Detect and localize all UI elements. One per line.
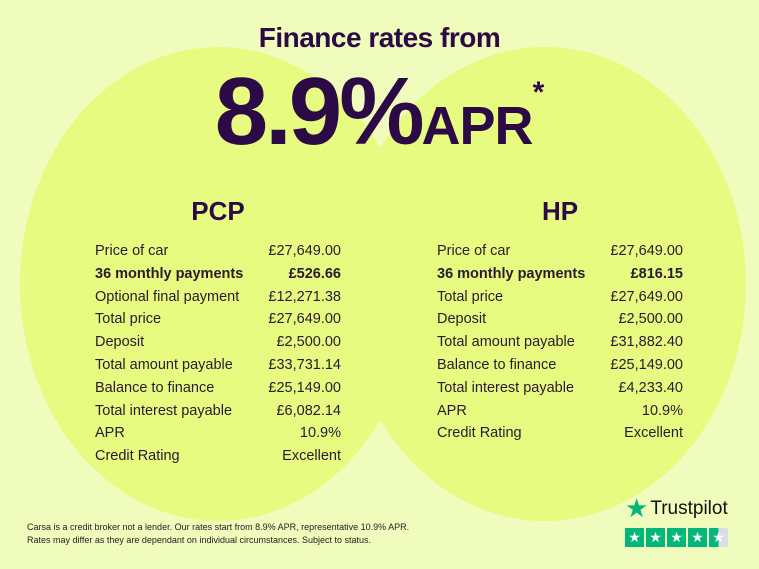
table-row: Total amount payable £33,731.14 <box>95 354 341 377</box>
row-value: £25,149.00 <box>268 379 341 396</box>
table-row: Total interest payable £6,082.14 <box>95 400 341 423</box>
table-row: 36 monthly payments £816.15 <box>437 263 683 286</box>
table-row: APR 10.9% <box>95 422 341 445</box>
row-value: £27,649.00 <box>268 243 341 259</box>
row-label: Total amount payable <box>437 334 575 351</box>
disclaimer-line: Carsa is a credit broker not a lender. O… <box>27 522 410 532</box>
half-star-icon: ★ <box>709 528 728 547</box>
row-label: Optional final payment <box>95 288 240 305</box>
row-label: Balance to finance <box>95 379 215 396</box>
table-row: Total interest payable £4,233.40 <box>437 377 683 400</box>
table-row: Balance to finance £25,149.00 <box>95 377 341 400</box>
star-icon: ★ <box>625 528 644 547</box>
row-value: £33,731.14 <box>268 356 341 373</box>
disclaimer: Carsa is a credit broker not a lender. O… <box>27 521 409 547</box>
table-row: Deposit £2,500.00 <box>437 308 683 331</box>
row-value: £816.15 <box>630 265 683 282</box>
trustpilot-rating: ★ ★ ★ ★ ★ <box>625 528 728 547</box>
row-label: Price of car <box>95 243 169 259</box>
row-value: £27,649.00 <box>610 288 683 305</box>
row-value: £2,500.00 <box>618 311 683 328</box>
row-label: Balance to finance <box>437 356 557 373</box>
row-label: Total price <box>95 311 162 328</box>
table-row: Credit Rating Excellent <box>95 445 341 468</box>
row-label: Total interest payable <box>437 379 575 396</box>
table-row: Total price £27,649.00 <box>95 308 341 331</box>
table-row: 36 monthly payments £526.66 <box>95 263 341 286</box>
row-value: £27,649.00 <box>610 243 683 259</box>
trustpilot-name: Trustpilot <box>650 497 728 519</box>
row-value: £526.66 <box>288 265 341 282</box>
row-label: APR <box>437 402 467 419</box>
row-label: 36 monthly payments <box>95 265 244 282</box>
row-label: Credit Rating <box>437 425 522 442</box>
row-value: £2,500.00 <box>276 334 341 351</box>
row-value: £12,271.38 <box>268 288 341 305</box>
background-circle-right <box>344 47 746 521</box>
row-label: Total price <box>437 288 504 305</box>
row-label: Price of car <box>437 243 511 259</box>
rate-display: 8.9%APR* <box>0 62 759 162</box>
table-row: Credit Rating Excellent <box>437 422 683 445</box>
row-value: Excellent <box>624 425 683 442</box>
row-value: 10.9% <box>641 402 683 419</box>
row-label: Deposit <box>95 334 145 351</box>
row-label: Deposit <box>437 311 487 328</box>
row-value: £27,649.00 <box>268 311 341 328</box>
pcp-panel: PCP Price of car £27,649.00 36 monthly pay… <box>95 196 341 468</box>
rate-value: 8.9% <box>214 58 425 165</box>
pcp-title: PCP <box>191 196 245 226</box>
table-row: Optional final payment £12,271.38 <box>95 286 341 309</box>
table-row: APR 10.9% <box>437 400 683 423</box>
rate-footnote-marker: * <box>532 76 545 109</box>
row-value: £25,149.00 <box>610 356 683 373</box>
star-icon: ★ <box>625 493 649 523</box>
hp-panel: HP Price of car £27,649.00 36 monthly paym… <box>437 196 683 445</box>
star-icon: ★ <box>688 528 707 547</box>
row-value: £31,882.40 <box>610 334 683 351</box>
row-label: Total interest payable <box>95 402 233 419</box>
trustpilot-badge: ★ Trustpilot ★ ★ ★ ★ ★ <box>625 493 728 547</box>
star-icon: ★ <box>667 528 686 547</box>
rate-unit: APR <box>421 96 534 156</box>
hp-title: HP <box>541 196 579 226</box>
row-value: £6,082.14 <box>276 402 341 419</box>
row-value: £4,233.40 <box>618 379 683 396</box>
row-label: 36 monthly payments <box>437 265 586 282</box>
table-row: Price of car £27,649.00 <box>95 240 341 263</box>
headline: Finance rates from <box>258 22 501 53</box>
row-value: 10.9% <box>299 425 341 442</box>
table-row: Total amount payable £31,882.40 <box>437 331 683 354</box>
table-row: Total price £27,649.00 <box>437 286 683 309</box>
row-value: Excellent <box>282 448 341 465</box>
table-row: Price of car £27,649.00 <box>437 240 683 263</box>
table-row: Deposit £2,500.00 <box>95 331 341 354</box>
star-icon: ★ <box>646 528 665 547</box>
row-label: APR <box>95 425 125 442</box>
table-row: Balance to finance £25,149.00 <box>437 354 683 377</box>
disclaimer-line: Rates may differ as they are dependant o… <box>27 535 372 545</box>
row-label: Credit Rating <box>95 448 180 465</box>
row-label: Total amount payable <box>95 356 233 373</box>
